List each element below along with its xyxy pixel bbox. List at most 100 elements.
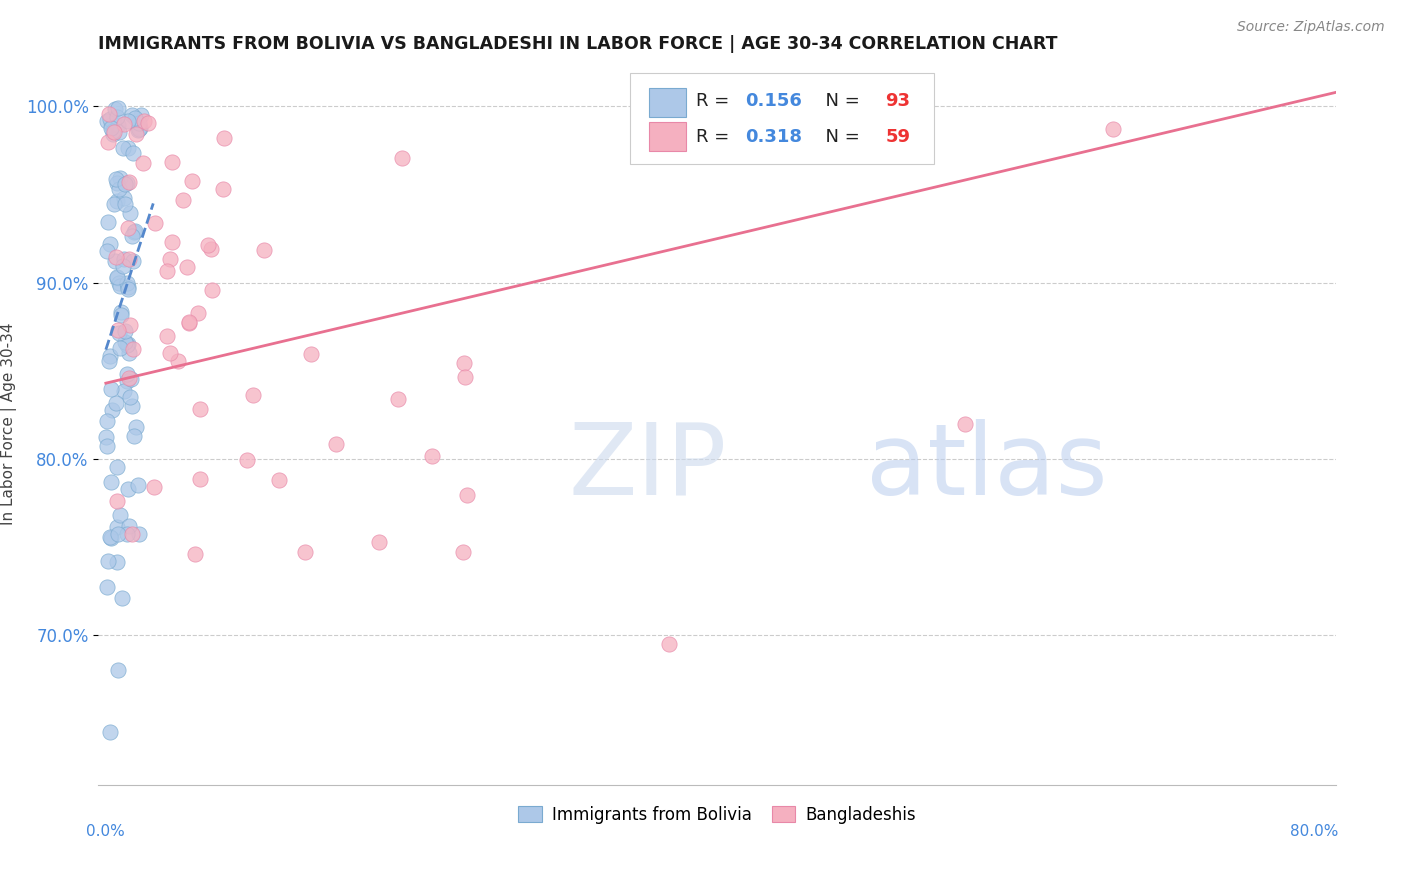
- Point: [107, 101, 129, 115]
- Point: [110, 308, 132, 322]
- Y-axis label: In Labor Force | Age 30-34: In Labor Force | Age 30-34: [1, 322, 17, 525]
- Point: [105, 556, 128, 570]
- Point: [120, 318, 142, 332]
- Point: [200, 243, 222, 257]
- Point: [98, 530, 121, 544]
- FancyBboxPatch shape: [650, 122, 686, 152]
- Point: [114, 334, 136, 349]
- Point: [111, 141, 134, 155]
- Point: [267, 473, 290, 487]
- Point: [125, 128, 148, 142]
- Point: [190, 472, 212, 486]
- Point: [212, 182, 235, 196]
- Point: [128, 122, 150, 136]
- Point: [108, 279, 131, 293]
- Point: [117, 221, 139, 235]
- Point: [101, 127, 124, 141]
- Point: [108, 326, 131, 341]
- Text: Source: ZipAtlas.com: Source: ZipAtlas.com: [1237, 20, 1385, 34]
- Text: IMMIGRANTS FROM BOLIVIA VS BANGLADESHI IN LABOR FORCE | AGE 30-34 CORRELATION CH: IMMIGRANTS FROM BOLIVIA VS BANGLADESHI I…: [98, 35, 1057, 53]
- Point: [159, 346, 181, 360]
- Point: [179, 315, 201, 329]
- Point: [235, 452, 257, 467]
- Point: [187, 306, 209, 320]
- Point: [105, 520, 128, 534]
- Point: [197, 237, 219, 252]
- Point: [101, 124, 124, 138]
- Point: [172, 193, 194, 207]
- Point: [118, 390, 141, 404]
- Point: [105, 176, 128, 190]
- Point: [112, 191, 135, 205]
- Point: [110, 305, 132, 319]
- Text: N =: N =: [814, 92, 865, 110]
- Point: [101, 403, 124, 417]
- Point: [121, 228, 143, 243]
- Point: [456, 488, 478, 502]
- Point: [451, 545, 474, 559]
- Point: [128, 116, 150, 130]
- Point: [117, 114, 139, 128]
- Point: [96, 114, 118, 128]
- Point: [108, 277, 131, 291]
- Point: [132, 114, 155, 128]
- Text: 0.318: 0.318: [745, 128, 803, 146]
- Text: 0.0%: 0.0%: [86, 824, 125, 838]
- Point: [96, 439, 118, 453]
- Point: [105, 494, 128, 508]
- Point: [117, 482, 139, 496]
- Point: [112, 117, 135, 131]
- Point: [104, 102, 127, 116]
- Point: [299, 346, 322, 360]
- Point: [117, 277, 139, 291]
- Text: atlas: atlas: [866, 418, 1107, 516]
- Legend: Immigrants from Bolivia, Bangladeshis: Immigrants from Bolivia, Bangladeshis: [512, 799, 922, 830]
- Point: [453, 356, 475, 370]
- Point: [97, 215, 120, 229]
- Point: [100, 118, 122, 132]
- Point: [124, 111, 146, 125]
- Text: 80.0%: 80.0%: [1291, 824, 1339, 838]
- Point: [420, 449, 443, 463]
- Point: [127, 478, 149, 492]
- Point: [100, 121, 122, 136]
- Point: [105, 194, 128, 209]
- Point: [121, 527, 143, 541]
- Point: [201, 283, 224, 297]
- Point: [97, 135, 120, 149]
- Point: [117, 371, 139, 385]
- Point: [118, 346, 141, 360]
- Point: [121, 399, 143, 413]
- Point: [129, 120, 152, 135]
- Point: [118, 252, 141, 266]
- Point: [955, 417, 977, 431]
- Text: R =: R =: [696, 128, 735, 146]
- Point: [112, 384, 135, 398]
- Point: [124, 224, 146, 238]
- Point: [115, 367, 138, 381]
- Point: [105, 459, 128, 474]
- Point: [105, 110, 128, 124]
- FancyBboxPatch shape: [630, 73, 934, 163]
- Point: [183, 547, 205, 561]
- Point: [105, 270, 128, 285]
- Point: [100, 475, 122, 490]
- Point: [107, 526, 129, 541]
- Text: 93: 93: [886, 92, 910, 110]
- Point: [159, 252, 181, 266]
- Point: [118, 206, 141, 220]
- Point: [117, 280, 139, 294]
- Point: [253, 243, 276, 257]
- Point: [115, 374, 138, 388]
- Point: [1102, 121, 1125, 136]
- Point: [180, 174, 202, 188]
- Point: [142, 480, 165, 494]
- Point: [387, 392, 409, 406]
- Point: [98, 237, 121, 252]
- Point: [176, 260, 198, 274]
- Point: [131, 156, 153, 170]
- Point: [128, 527, 150, 541]
- Point: [108, 341, 131, 355]
- Point: [121, 342, 143, 356]
- Point: [100, 531, 122, 545]
